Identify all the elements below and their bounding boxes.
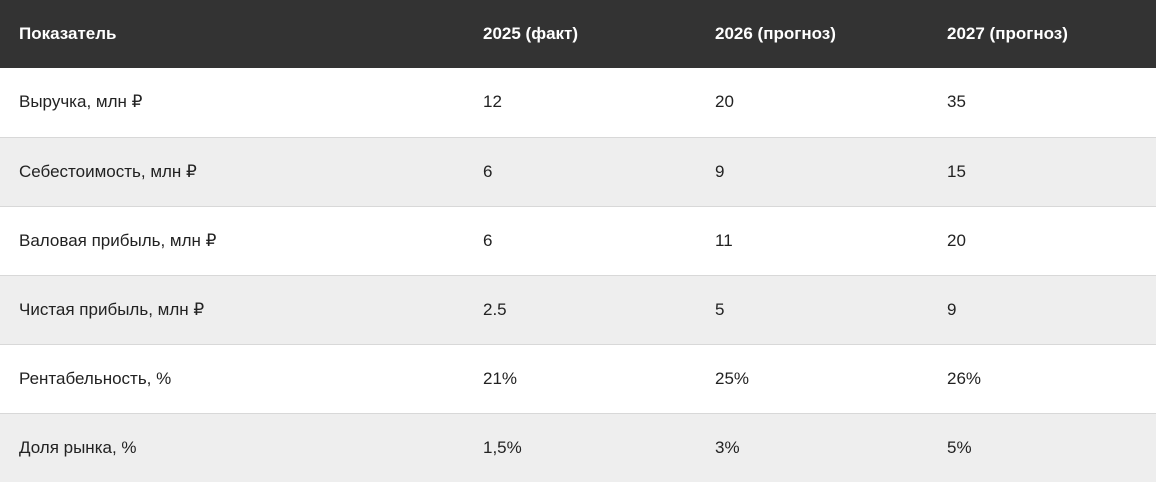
row-label: Рентабельность, %: [0, 344, 464, 414]
table-row: Выручка, млн ₽ 12 20 35: [0, 68, 1156, 138]
header-2026: 2026 (прогноз): [715, 24, 836, 43]
table-row: Рентабельность, % 21% 25% 26%: [0, 344, 1156, 414]
table-row: Себестоимость, млн ₽ 6 9 15: [0, 137, 1156, 207]
cell-2025: 12: [464, 68, 696, 138]
row-label: Доля рынка, %: [0, 413, 464, 482]
row-label: Выручка, млн ₽: [0, 68, 464, 138]
cell-2027: 15: [928, 137, 1156, 207]
cell-2025: 21%: [464, 344, 696, 414]
cell-2026: 20: [696, 68, 928, 138]
cell-2026: 5: [696, 275, 928, 345]
row-label: Себестоимость, млн ₽: [0, 137, 464, 207]
cell-2026: 11: [696, 206, 928, 276]
table-row: Валовая прибыль, млн ₽ 6 11 20: [0, 206, 1156, 276]
header-2025: 2025 (факт): [483, 24, 579, 43]
cell-2025: 1,5%: [464, 413, 696, 482]
header-2027: 2027 (прогноз): [947, 24, 1068, 43]
cell-2026: 9: [696, 137, 928, 207]
table-header-row: Показатель 2025 (факт) 2026 (прогноз) 20…: [0, 0, 1156, 68]
cell-2025: 6: [464, 137, 696, 207]
cell-2026: 3%: [696, 413, 928, 482]
cell-2027: 5%: [928, 413, 1156, 482]
cell-2025: 2.5: [464, 275, 696, 345]
table-row: Чистая прибыль, млн ₽ 2.5 5 9: [0, 275, 1156, 345]
cell-2027: 35: [928, 68, 1156, 138]
header-indicator: Показатель: [19, 24, 117, 43]
cell-2027: 20: [928, 206, 1156, 276]
cell-2027: 26%: [928, 344, 1156, 414]
row-label: Валовая прибыль, млн ₽: [0, 206, 464, 276]
cell-2025: 6: [464, 206, 696, 276]
cell-2026: 25%: [696, 344, 928, 414]
table-row: Доля рынка, % 1,5% 3% 5%: [0, 413, 1156, 482]
row-label: Чистая прибыль, млн ₽: [0, 275, 464, 345]
cell-2027: 9: [928, 275, 1156, 345]
